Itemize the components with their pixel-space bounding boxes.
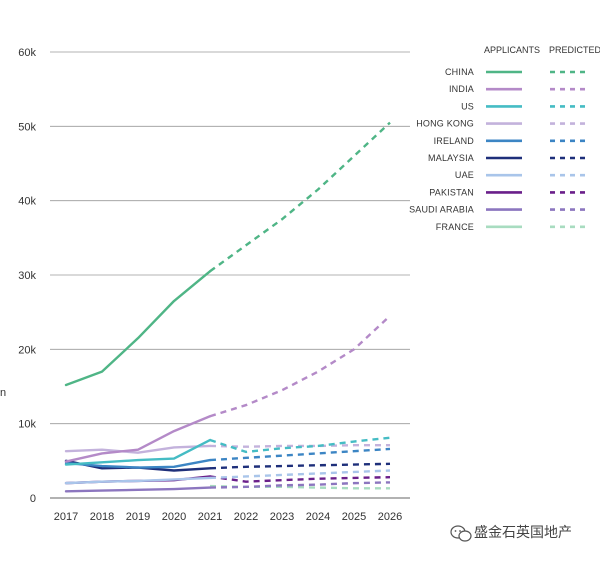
x-tick-label: 2019 <box>126 511 150 523</box>
legend-label-pakistan: PAKISTAN <box>429 187 474 197</box>
series-line-china-predicted <box>209 121 391 273</box>
series-line-us-predicted <box>209 436 391 454</box>
edge-fragment: n <box>0 387 6 399</box>
y-tick-label: 50k <box>18 121 36 133</box>
series-line-pakistan-predicted <box>209 475 391 483</box>
legend: APPLICANTS PREDICTED CHINA INDIA US HONG KO… <box>409 45 600 232</box>
y-tick-label: 0 <box>30 493 36 505</box>
x-tick-label: 2018 <box>90 511 114 523</box>
x-axis: 2017 2018 2019 2020 2021 2022 2023 2024 2025 2026 <box>54 511 402 523</box>
legend-label-saudi-arabia: SAUDI ARABIA <box>409 205 474 215</box>
series-line-india-actual <box>64 415 212 463</box>
legend-label-malaysia: MALAYSIA <box>428 153 474 163</box>
legend-label-france: FRANCE <box>436 222 474 232</box>
x-tick-label: 2022 <box>234 511 258 523</box>
y-tick-label: 60k <box>18 47 36 59</box>
legend-label-uae: UAE <box>455 170 474 180</box>
x-tick-label: 2023 <box>270 511 294 523</box>
watermark-text: 盛金石英国地产 <box>474 524 572 541</box>
series-line-uae-actual <box>64 476 212 485</box>
legend-label-china: CHINA <box>445 67 474 77</box>
series-line-uae-predicted <box>209 469 391 480</box>
x-tick-label: 2021 <box>198 511 222 523</box>
y-axis: 0 10k 20k 30k 40k 50k 60k <box>18 47 36 505</box>
series-line-saudi-arabia-actual <box>64 486 212 493</box>
series-line-hong-kong-actual <box>64 444 212 454</box>
x-tick-label: 2024 <box>306 511 330 523</box>
series-lines <box>64 121 391 493</box>
x-tick-label: 2017 <box>54 511 78 523</box>
legend-label-india: INDIA <box>449 84 474 94</box>
y-tick-label: 40k <box>18 196 36 208</box>
y-tick-label: 30k <box>18 270 36 282</box>
legend-predicted-header: PREDICTED <box>549 45 600 55</box>
series-line-us-actual <box>64 438 212 466</box>
y-tick-label: 10k <box>18 419 36 431</box>
legend-applicants-header: APPLICANTS <box>484 45 540 55</box>
series-line-china-actual <box>64 270 212 387</box>
x-tick-label: 2020 <box>162 511 186 523</box>
series-line-ireland-actual <box>64 458 212 469</box>
legend-label-us: US <box>461 101 474 111</box>
x-tick-label: 2025 <box>342 511 366 523</box>
series-line-malaysia-predicted <box>209 462 391 470</box>
watermark: 盛金石英国地产 <box>450 524 572 542</box>
x-tick-label: 2026 <box>378 511 402 523</box>
series-line-india-predicted <box>209 315 391 418</box>
series-line-france-predicted <box>209 484 390 490</box>
series-line-ireland-predicted <box>209 447 391 462</box>
legend-label-ireland: IRELAND <box>434 136 475 146</box>
series-line-saudi-arabia-predicted <box>209 481 391 489</box>
y-tick-label: 20k <box>18 344 36 356</box>
legend-label-hong-kong: HONG KONG <box>416 119 474 129</box>
wechat-icon <box>450 525 472 542</box>
grid <box>50 51 410 499</box>
